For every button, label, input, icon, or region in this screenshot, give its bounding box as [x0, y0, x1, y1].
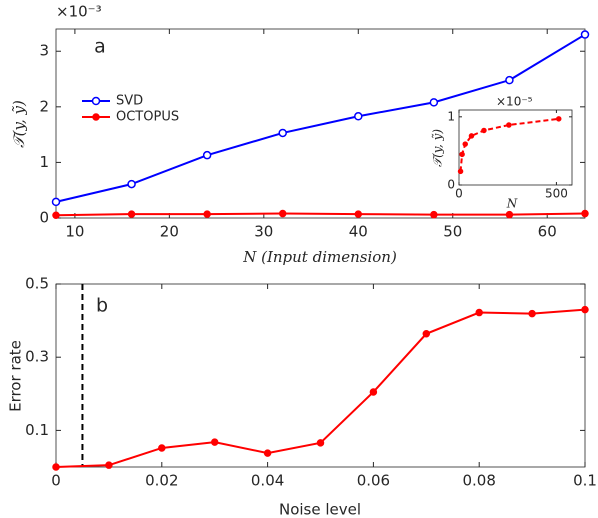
x-axis-label: Noise level: [279, 501, 361, 518]
data-point: [203, 210, 211, 218]
legend-label: SVD: [116, 94, 143, 109]
data-point: [202, 150, 212, 160]
x-tick-label: 40: [349, 223, 368, 241]
x-tick-label: 0.06: [357, 472, 390, 490]
legend-marker: [91, 96, 101, 106]
x-tick-label: 50: [443, 223, 462, 241]
data-point: [462, 141, 468, 147]
x-tick-label: 0.02: [145, 472, 178, 490]
data-point: [369, 388, 378, 396]
data-point: [581, 305, 589, 314]
data-line: [55, 33, 586, 203]
data-point: [316, 439, 325, 447]
axis-exponent: ×10⁻³: [56, 3, 102, 21]
y-tick-label: 0: [447, 178, 455, 192]
x-tick-label: 0.1: [573, 472, 597, 490]
data-line: [55, 212, 586, 217]
data-point: [468, 133, 475, 139]
data-point: [581, 209, 589, 218]
data-point: [528, 309, 536, 318]
x-tick-label: 0.04: [251, 472, 284, 490]
x-tick-label: 500: [545, 187, 568, 201]
x-axis-label: N: [506, 197, 518, 211]
y-axis-label: 𝒯(y, ỹ): [431, 129, 445, 167]
data-point: [278, 128, 287, 138]
x-tick-label: 20: [160, 223, 179, 241]
y-tick-label: 2: [39, 97, 49, 115]
data-point: [210, 438, 219, 446]
x-tick-label: 10: [65, 223, 84, 241]
x-tick-label: 0: [51, 472, 61, 490]
x-tick-label: 60: [538, 223, 557, 241]
data-point: [459, 151, 465, 158]
x-tick-label: 30: [254, 223, 273, 241]
y-tick-label: 0.5: [25, 275, 49, 293]
data-point: [430, 210, 438, 219]
data-point: [429, 98, 439, 107]
data-point: [52, 463, 60, 471]
y-tick-label: 3: [39, 42, 49, 60]
legend-label: OCTOPUS: [116, 110, 179, 125]
y-tick-label: 0.3: [25, 348, 49, 366]
y-tick-label: 0.1: [25, 421, 49, 439]
x-tick-label: 0: [455, 187, 463, 201]
x-axis-label: N (Input dimension): [242, 248, 397, 266]
data-point: [505, 75, 514, 85]
data-point: [127, 210, 136, 218]
data-point: [580, 30, 590, 39]
y-tick-label: 1: [447, 109, 455, 123]
data-point: [127, 179, 136, 189]
legend-marker: [92, 113, 100, 121]
data-point: [158, 444, 166, 452]
data-point: [422, 330, 431, 338]
data-point: [556, 116, 562, 122]
panel-label: a: [94, 36, 106, 58]
y-axis-label: Error rate: [7, 340, 25, 412]
data-point: [457, 168, 464, 175]
y-axis-label: 𝒯(y, ỹ): [10, 100, 28, 148]
x-tick-label: 0.08: [462, 472, 495, 490]
y-tick-label: 1: [39, 153, 49, 171]
data-point: [263, 449, 272, 457]
data-point: [505, 210, 514, 219]
y-tick-label: 0: [39, 209, 49, 227]
data-point: [51, 197, 61, 207]
plot-area: [458, 109, 573, 186]
data-point: [278, 209, 287, 218]
data-point: [52, 211, 60, 219]
panel-label: b: [96, 295, 108, 317]
data-point: [506, 122, 512, 128]
data-point: [481, 127, 487, 134]
plot-area: [55, 283, 586, 468]
data-point: [105, 461, 113, 469]
axis-exponent: ×10⁻⁵: [496, 95, 533, 109]
data-point: [354, 112, 363, 121]
data-point: [354, 210, 363, 218]
data-point: [475, 308, 483, 317]
